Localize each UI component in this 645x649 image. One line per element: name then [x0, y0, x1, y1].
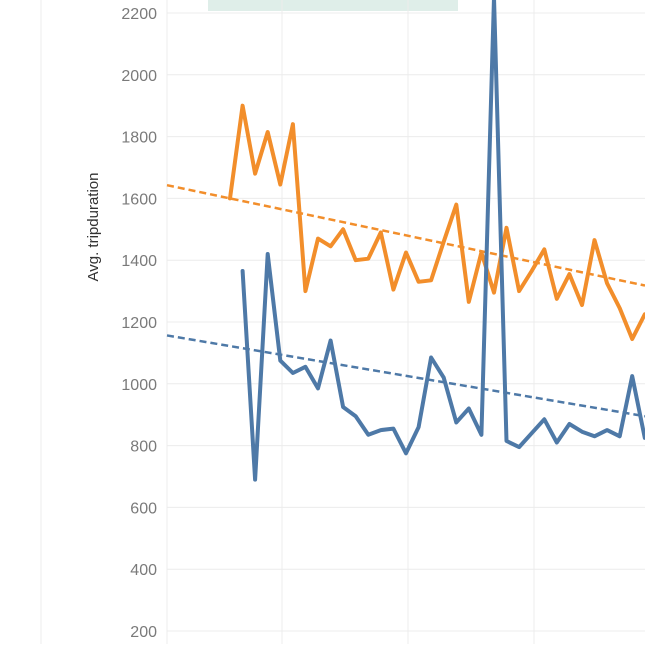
- y-tick-label: 800: [130, 439, 157, 456]
- series-line: [228, 103, 645, 341]
- highlight-band: [208, 0, 458, 11]
- y-tick-label: 1200: [121, 315, 157, 332]
- y-tick-label: 2200: [121, 6, 157, 23]
- y-tick-label: 2000: [121, 68, 157, 85]
- y-axis-title: Avg. tripduration: [85, 173, 102, 282]
- series-lines: [228, 0, 645, 482]
- y-tick-label: 400: [130, 562, 157, 579]
- trend-lines: [166, 183, 645, 418]
- y-tick-label: 600: [130, 500, 157, 517]
- trend-line: [166, 334, 645, 418]
- series-line: [240, 0, 645, 482]
- y-axis-tick-labels: 200 400 600 800 1000 1200 1400 1600 1800 2000 2200: [121, 6, 157, 641]
- highlight-band-rect: [208, 0, 458, 11]
- y-tick-label: 1600: [121, 191, 157, 208]
- y-tick-label: 1800: [121, 130, 157, 147]
- trend-line: [166, 183, 645, 287]
- y-tick-label: 200: [130, 624, 157, 641]
- y-tick-label: 1400: [121, 253, 157, 270]
- y-tick-label: 1000: [121, 377, 157, 394]
